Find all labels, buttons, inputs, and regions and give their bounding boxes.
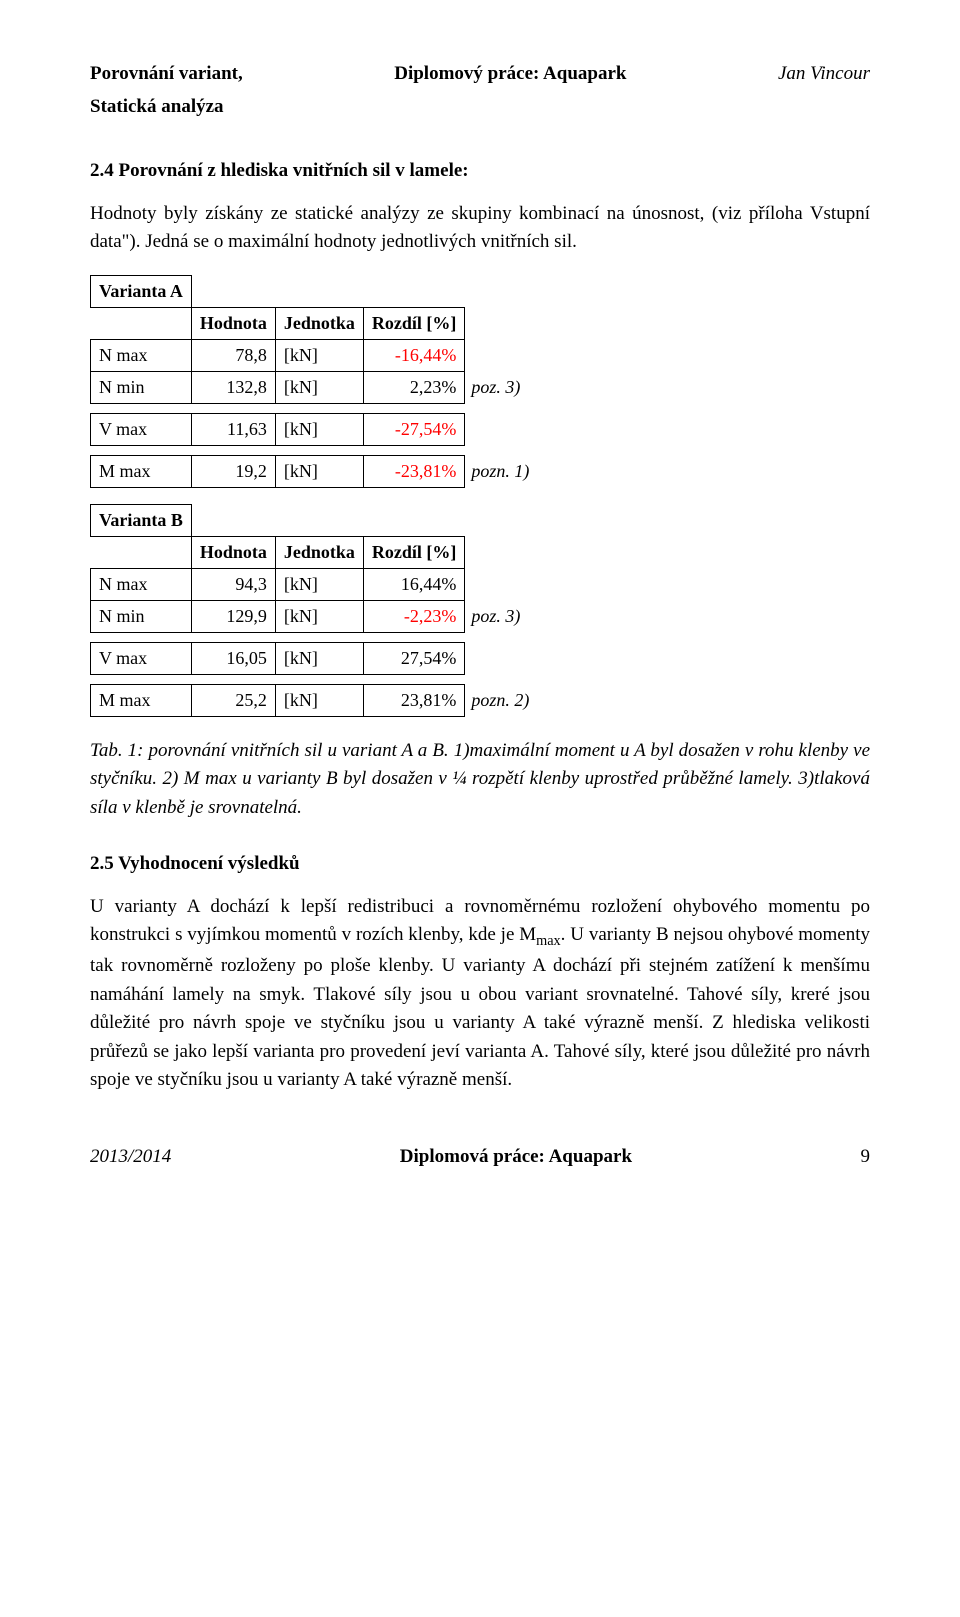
table-row: M max 19,2 [kN] -23,81% pozn. 1) <box>91 455 538 487</box>
table-b-h2: Jednotka <box>275 536 363 568</box>
table-a-h2: Jednotka <box>275 307 363 339</box>
table-row: N min 132,8 [kN] 2,23% poz. 3) <box>91 371 538 403</box>
header-author: Jan Vincour <box>778 60 870 89</box>
section-2-4-title: 2.4 Porovnání z hlediska vnitřních sil v… <box>90 157 870 186</box>
subscript-max: max <box>536 933 561 949</box>
footer-page-number: 9 <box>861 1143 871 1172</box>
cell-label: V max <box>91 642 192 674</box>
table-b-h1: Hodnota <box>191 536 275 568</box>
page-header: Porovnání variant, Diplomový práce: Aqua… <box>90 60 870 89</box>
cell-label: N min <box>91 371 192 403</box>
cell-value: 94,3 <box>191 568 275 600</box>
cell-diff: 23,81% <box>363 684 465 716</box>
cell-unit: [kN] <box>275 568 363 600</box>
cell-value: 25,2 <box>191 684 275 716</box>
footer-title: Diplomová práce: Aquapark <box>400 1143 632 1172</box>
section-2-4-para: Hodnoty byly získány ze statické analýzy… <box>90 200 870 257</box>
cell-note: pozn. 1) <box>465 455 538 487</box>
header-left: Porovnání variant, <box>90 60 243 89</box>
cell-value: 16,05 <box>191 642 275 674</box>
cell-label: N max <box>91 568 192 600</box>
footer-year: 2013/2014 <box>90 1143 171 1172</box>
cell-label: N min <box>91 600 192 632</box>
cell-value: 132,8 <box>191 371 275 403</box>
table-variant-b: Varianta B Hodnota Jednotka Rozdíl [%] N… <box>90 504 537 717</box>
table-row: M max 25,2 [kN] 23,81% pozn. 2) <box>91 684 538 716</box>
table-caption: Tab. 1: porovnání vnitřních sil u varian… <box>90 737 870 823</box>
header-center: Diplomový práce: Aquapark <box>394 60 626 89</box>
header-sub: Statická analýza <box>90 93 870 122</box>
cell-value: 19,2 <box>191 455 275 487</box>
cell-diff: -27,54% <box>363 413 465 445</box>
cell-diff: 27,54% <box>363 642 465 674</box>
cell-note: poz. 3) <box>465 371 538 403</box>
cell-diff: 2,23% <box>363 371 465 403</box>
cell-unit: [kN] <box>275 455 363 487</box>
cell-diff: -23,81% <box>363 455 465 487</box>
section-2-5-para: U varianty A dochází k lepší redistribuc… <box>90 893 870 1095</box>
table-a-title: Varianta A <box>91 275 192 307</box>
cell-value: 11,63 <box>191 413 275 445</box>
cell-label: N max <box>91 339 192 371</box>
cell-diff: -2,23% <box>363 600 465 632</box>
section-2-5-title: 2.5 Vyhodnocení výsledků <box>90 850 870 879</box>
cell-value: 78,8 <box>191 339 275 371</box>
cell-unit: [kN] <box>275 642 363 674</box>
cell-diff: 16,44% <box>363 568 465 600</box>
table-a-h1: Hodnota <box>191 307 275 339</box>
cell-label: M max <box>91 455 192 487</box>
cell-note <box>465 413 538 445</box>
cell-diff: -16,44% <box>363 339 465 371</box>
cell-label: V max <box>91 413 192 445</box>
table-variant-a: Varianta A Hodnota Jednotka Rozdíl [%] N… <box>90 275 537 488</box>
cell-note <box>465 339 538 371</box>
cell-unit: [kN] <box>275 684 363 716</box>
cell-unit: [kN] <box>275 339 363 371</box>
para-part-b: . U varianty B nejsou ohybové momenty ta… <box>90 924 870 1090</box>
cell-note <box>465 568 538 600</box>
page-footer: 2013/2014 Diplomová práce: Aquapark 9 <box>90 1143 870 1172</box>
table-row: V max 16,05 [kN] 27,54% <box>91 642 538 674</box>
cell-label: M max <box>91 684 192 716</box>
cell-unit: [kN] <box>275 600 363 632</box>
cell-note: pozn. 2) <box>465 684 538 716</box>
table-b-title: Varianta B <box>91 504 192 536</box>
table-a-h3: Rozdíl [%] <box>363 307 465 339</box>
cell-unit: [kN] <box>275 413 363 445</box>
table-row: N max 78,8 [kN] -16,44% <box>91 339 538 371</box>
table-b-h3: Rozdíl [%] <box>363 536 465 568</box>
table-row: N min 129,9 [kN] -2,23% poz. 3) <box>91 600 538 632</box>
cell-unit: [kN] <box>275 371 363 403</box>
cell-note: poz. 3) <box>465 600 538 632</box>
cell-note <box>465 642 538 674</box>
table-row: N max 94,3 [kN] 16,44% <box>91 568 538 600</box>
table-row: V max 11,63 [kN] -27,54% <box>91 413 538 445</box>
cell-value: 129,9 <box>191 600 275 632</box>
